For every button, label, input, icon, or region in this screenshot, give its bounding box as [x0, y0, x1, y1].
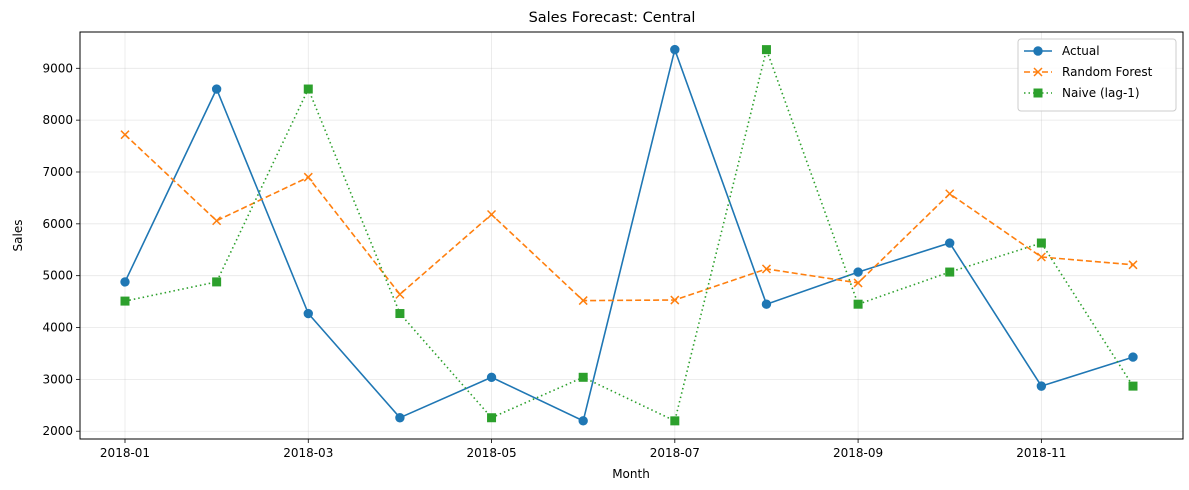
legend-label: Actual: [1062, 44, 1100, 58]
data-point-random-forest: [1036, 252, 1046, 262]
chart-title: Sales Forecast: Central: [529, 10, 696, 26]
legend-label: Random Forest: [1062, 65, 1153, 79]
y-tick-label: 8000: [42, 113, 73, 127]
data-point-actual: [1036, 381, 1047, 391]
data-point-random-forest: [120, 130, 130, 140]
data-point-random-forest: [212, 216, 222, 226]
data-point-actual: [486, 372, 497, 383]
x-tick-label: 2018-09: [833, 446, 883, 460]
data-point-actual: [945, 238, 955, 248]
data-point-random-forest: [670, 295, 680, 305]
y-tick-label: 7000: [42, 165, 73, 179]
data-point-actual: [578, 416, 588, 426]
data-point-actual: [853, 267, 863, 277]
data-point-random-forest: [1128, 260, 1138, 270]
data-point-naive-lag-1: [761, 45, 771, 55]
series-naive-lag-1: [120, 45, 1138, 426]
y-tick-label: 9000: [42, 61, 73, 75]
data-point-naive-lag-1: [487, 413, 497, 423]
data-point-naive-lag-1: [1036, 238, 1046, 248]
data-point-naive-lag-1: [945, 267, 955, 277]
data-point-naive-lag-1: [670, 416, 680, 426]
legend-marker: [1033, 67, 1043, 77]
series-random-forest: [120, 130, 1138, 306]
data-point-random-forest: [303, 172, 313, 182]
data-point-random-forest: [395, 289, 405, 299]
legend-item-random-forest: Random Forest: [1024, 65, 1153, 79]
x-tick-label: 2018-07: [650, 446, 700, 460]
data-point-actual: [120, 277, 130, 287]
data-point-actual: [211, 84, 222, 94]
series-line-naive-lag-1: [124, 46, 1134, 423]
data-point-random-forest: [945, 189, 955, 199]
x-tick-label: 2018-01: [100, 446, 150, 460]
x-axis-label: Month: [612, 467, 650, 481]
data-point-naive-lag-1: [395, 309, 405, 319]
y-tick-label: 2000: [42, 424, 73, 438]
x-tick-label: 2018-11: [1016, 446, 1066, 460]
series-line-random-forest: [124, 134, 1134, 302]
y-tick-label: 6000: [42, 217, 73, 231]
data-point-actual: [670, 44, 680, 55]
series-line-actual: [124, 46, 1134, 423]
x-tick-label: 2018-05: [466, 446, 516, 460]
legend-frame: [1017, 38, 1177, 112]
data-point-actual: [761, 299, 772, 309]
data-point-random-forest: [853, 278, 863, 288]
legend-marker: [1033, 46, 1043, 56]
data-point-naive-lag-1: [1128, 381, 1138, 391]
legend-label: Naive (lag-1): [1062, 86, 1140, 100]
data-point-actual: [395, 413, 405, 423]
series-actual: [120, 44, 1138, 426]
data-point-random-forest: [578, 296, 588, 306]
series-layer: [120, 44, 1138, 426]
y-tick-label: 5000: [42, 269, 73, 283]
tick-layer: 2000 3000 4000 5000 6000 7000 8000 9000 2018-01 2…: [42, 61, 1066, 460]
plot-area-frame: [79, 31, 1184, 440]
data-point-naive-lag-1: [120, 296, 130, 306]
data-point-naive-lag-1: [303, 84, 313, 94]
y-tick-label: 4000: [42, 321, 73, 335]
legend-item-actual: Actual: [1024, 44, 1100, 58]
data-point-random-forest: [487, 209, 497, 220]
legend: Actual Random Forest Naive (lag-1): [1017, 38, 1177, 112]
data-point-naive-lag-1: [212, 277, 222, 287]
legend-marker: [1033, 88, 1043, 98]
x-tick-label: 2018-03: [283, 446, 333, 460]
data-point-naive-lag-1: [853, 299, 863, 309]
y-axis-label: Sales: [11, 220, 25, 252]
data-point-random-forest: [761, 264, 771, 274]
data-point-actual: [1128, 352, 1138, 362]
data-point-actual: [303, 308, 313, 319]
legend-item-naive-lag-1: Naive (lag-1): [1024, 86, 1140, 100]
y-tick-label: 3000: [42, 372, 73, 386]
data-point-naive-lag-1: [578, 372, 588, 382]
